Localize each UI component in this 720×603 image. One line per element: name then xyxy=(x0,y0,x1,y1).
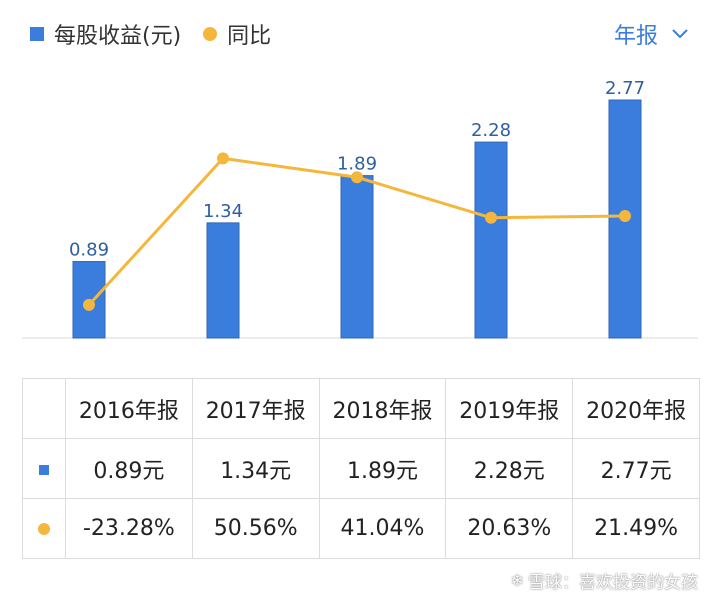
table-cell: 1.34元 xyxy=(191,438,320,499)
yoy-point-2020年报 xyxy=(619,210,631,223)
bar-value-label: 0.89 xyxy=(69,240,109,261)
yoy-point-2018年报 xyxy=(351,171,363,184)
period-selector-label: 年报 xyxy=(613,24,658,49)
chevron-down-icon xyxy=(672,29,688,39)
bar-legend-label: 每股收益(元) xyxy=(54,24,182,49)
table-header-cell: 2017年报 xyxy=(191,378,320,439)
table-row-yoy: -23.28% 50.56% 41.04% 20.63% 21.49% xyxy=(22,498,700,559)
table-header-cell: 2016年报 xyxy=(65,378,193,439)
table-cell: 20.63% xyxy=(445,498,574,559)
table-cell: 0.89元 xyxy=(65,438,193,499)
bar-2018年报 xyxy=(340,175,374,339)
period-selector[interactable]: 年报 xyxy=(614,18,688,50)
line-legend-marker xyxy=(203,27,218,41)
table-cell: 50.56% xyxy=(191,498,320,559)
data-table: 2016年报 2017年报 2018年报 2019年报 2020年报 0.89元… xyxy=(22,378,700,559)
table-row-eps: 0.89元 1.34元 1.89元 2.28元 2.77元 xyxy=(22,438,700,499)
table-corner-cell xyxy=(22,378,66,439)
eps-row-marker-cell xyxy=(22,438,66,499)
bar-value-label: 2.28 xyxy=(471,120,511,141)
table-cell: 2.77元 xyxy=(572,438,700,499)
table-header-row: 2016年报 2017年报 2018年报 2019年报 2020年报 xyxy=(22,378,700,439)
line-legend-label: 同比 xyxy=(227,24,272,49)
watermark-text: 雪球：喜欢投资的女孩 xyxy=(528,573,698,593)
line-series-marker xyxy=(38,523,50,535)
bar-series-marker xyxy=(39,465,49,475)
table-cell: 41.04% xyxy=(318,498,447,559)
bar-value-label: 1.34 xyxy=(203,201,243,222)
snowball-logo-icon: ❄ xyxy=(510,571,524,590)
bar-value-label: 1.89 xyxy=(337,154,377,175)
bar-2019年报 xyxy=(474,141,508,339)
chart-legend: 每股收益(元) 同比 xyxy=(30,18,271,50)
yoy-point-2017年报 xyxy=(217,152,229,165)
table-cell: 21.49% xyxy=(572,498,700,559)
bar-legend-marker xyxy=(30,27,44,41)
table-cell: -23.28% xyxy=(65,498,193,559)
table-cell: 1.89元 xyxy=(318,438,447,499)
yoy-row-marker-cell xyxy=(22,498,66,559)
bar-2017年报 xyxy=(206,222,240,339)
table-header-cell: 2020年报 xyxy=(572,378,700,439)
table-header-cell: 2018年报 xyxy=(318,378,447,439)
watermark: ❄ 雪球：喜欢投资的女孩 xyxy=(511,568,698,593)
yoy-point-2016年报 xyxy=(83,298,95,311)
table-header-cell: 2019年报 xyxy=(445,378,574,439)
bar-value-label: 2.77 xyxy=(605,78,645,99)
yoy-point-2019年报 xyxy=(485,211,497,224)
eps-chart: 0.89 1.34 1.89 2.28 2.77 xyxy=(22,78,698,339)
table-cell: 2.28元 xyxy=(445,438,574,499)
